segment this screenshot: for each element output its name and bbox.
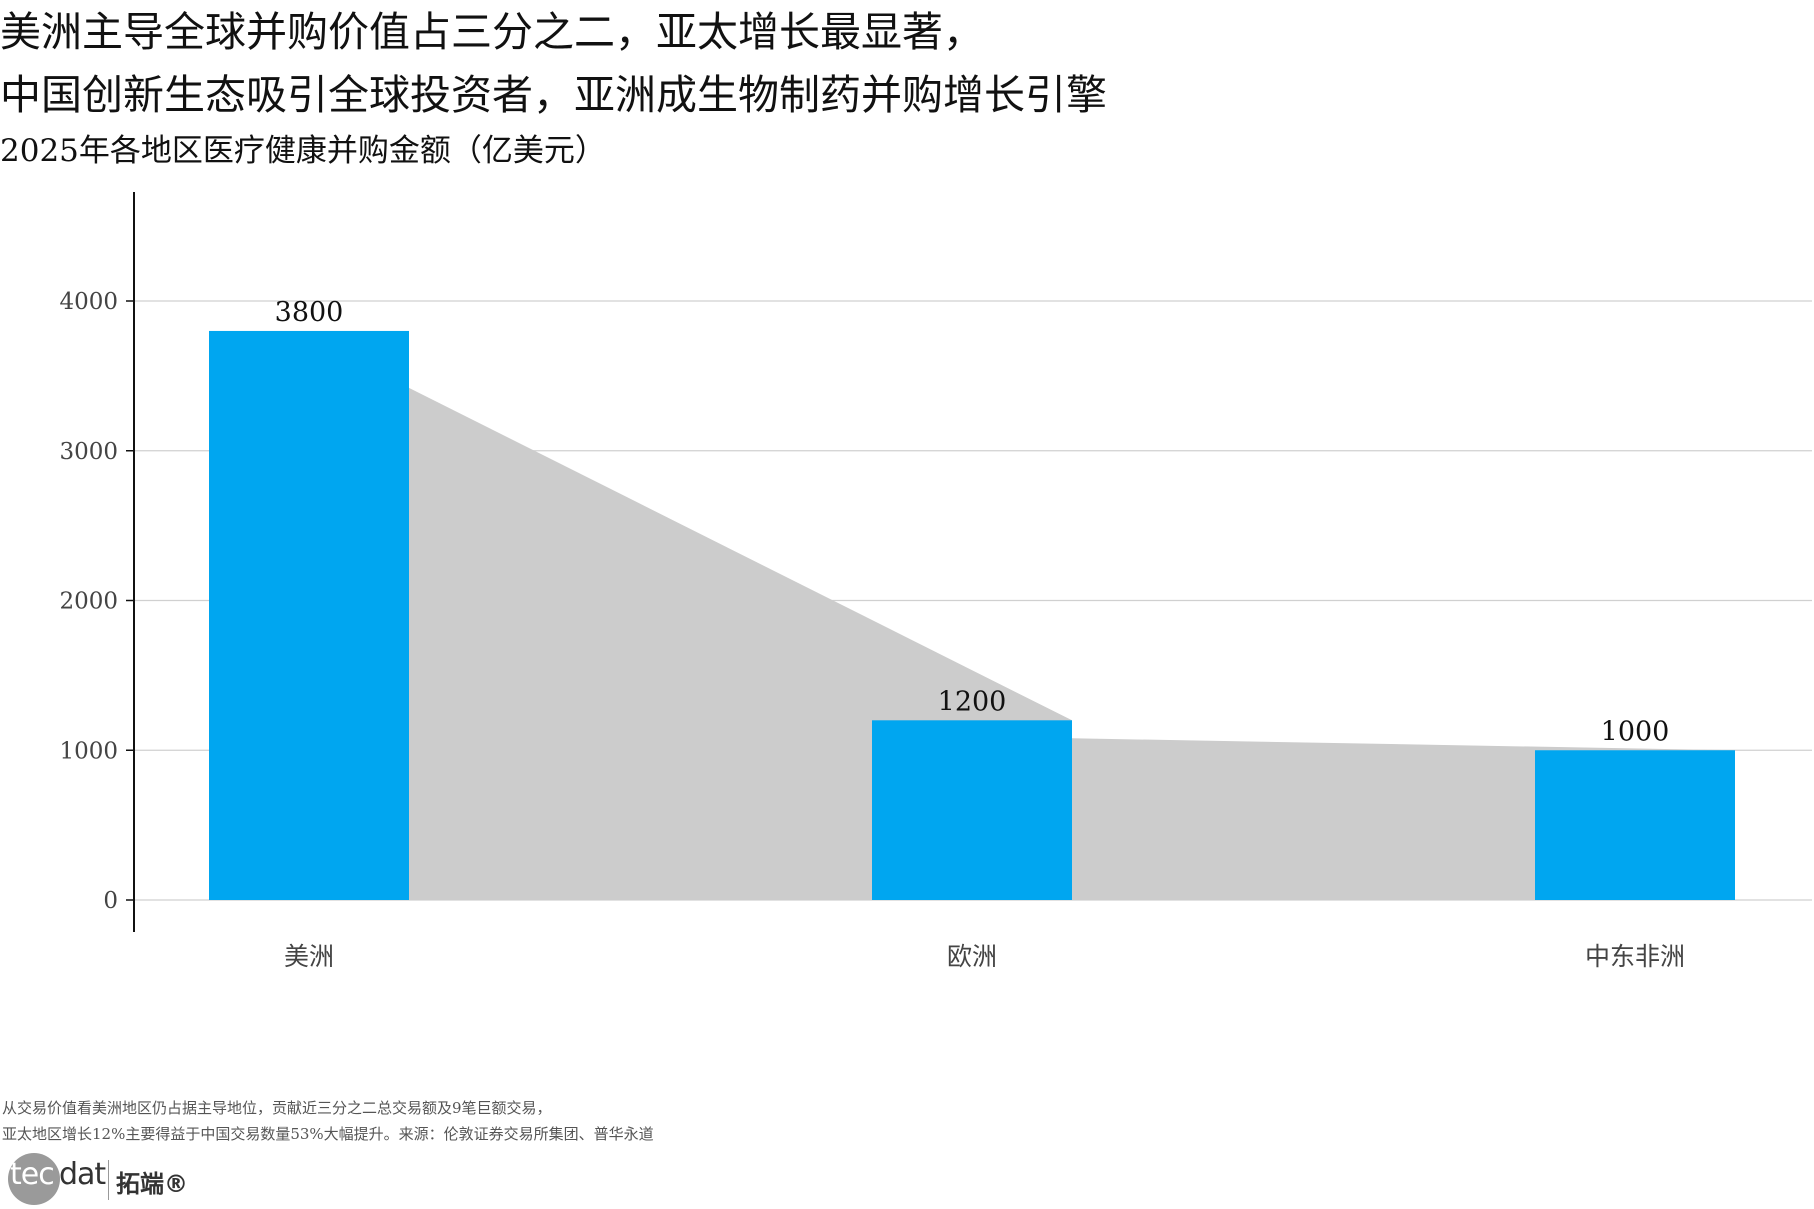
data-label: 1200 — [938, 686, 1007, 717]
logo-dat-text: dat — [59, 1157, 106, 1192]
footnote-line-1: 从交易价值看美洲地区仍占据主导地位，贡献近三分之二总交易额及9笔巨额交易， — [2, 1099, 552, 1117]
y-tick-label: 4000 — [59, 289, 118, 315]
y-tick-label: 2000 — [59, 589, 118, 615]
bar — [1535, 750, 1735, 900]
y-tick-label: 3000 — [59, 439, 118, 465]
logo-divider — [108, 1160, 109, 1200]
logo-brand-name: 拓端® — [116, 1170, 188, 1198]
bar — [209, 330, 409, 900]
x-tick-label: 欧洲 — [947, 942, 997, 971]
data-label: 3800 — [275, 297, 344, 328]
logo-tec-text: tec — [10, 1157, 55, 1192]
x-tick-label: 美洲 — [284, 942, 334, 971]
data-labels: 3800 美洲 1200 欧洲 1000 中东非洲 — [275, 297, 1685, 971]
y-tick-label: 0 — [103, 888, 118, 914]
chart-title-line-1: 美洲主导全球并购价值占三分之二，亚太增长最显著， — [0, 8, 984, 56]
tecdat-logo: tec dat 拓端® — [8, 1152, 198, 1206]
y-tick-label: 1000 — [59, 738, 118, 764]
bar — [872, 720, 1072, 900]
x-tick-label: 中东非洲 — [1585, 942, 1685, 971]
bars — [209, 330, 1735, 900]
chart-title-line-2: 中国创新生态吸引全球投资者，亚洲成生物制药并购增长引擎 — [0, 71, 1107, 119]
logo-circle — [8, 1153, 60, 1205]
footnote-line-2: 亚太地区增长12%主要得益于中国交易数量53%大幅提升。来源：伦敦证券交易所集团… — [2, 1125, 654, 1143]
bar-chart: 3800 美洲 1200 欧洲 1000 中东非洲 0 1000 2000 3000 4000 — [59, 192, 1812, 971]
data-label: 1000 — [1601, 716, 1670, 747]
axes: 0 1000 2000 3000 4000 — [59, 192, 135, 932]
chart-subtitle: 2025年各地区医疗健康并购金额（亿美元） — [0, 133, 606, 169]
